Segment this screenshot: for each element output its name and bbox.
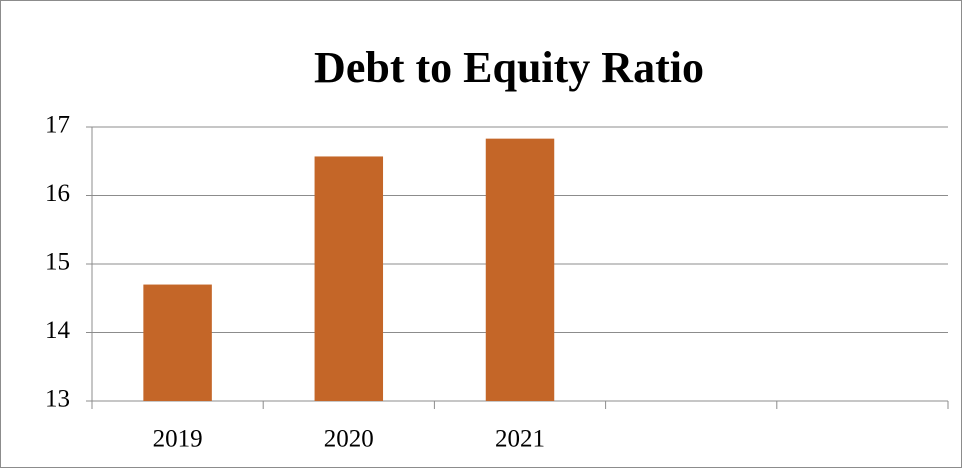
y-tick-label: 16 [45,180,70,207]
y-tick-label: 14 [45,317,71,344]
y-tick-label: 15 [45,249,70,276]
bar [485,138,555,401]
y-tick-label: 17 [45,112,70,139]
chart-title: Debt to Equity Ratio [314,43,704,92]
x-tick-label: 2019 [153,426,203,453]
y-tick-label: 13 [45,386,70,413]
bar [143,284,212,401]
x-tick-label: 2021 [495,426,545,453]
bar [314,156,384,401]
x-tick-label: 2020 [324,426,374,453]
